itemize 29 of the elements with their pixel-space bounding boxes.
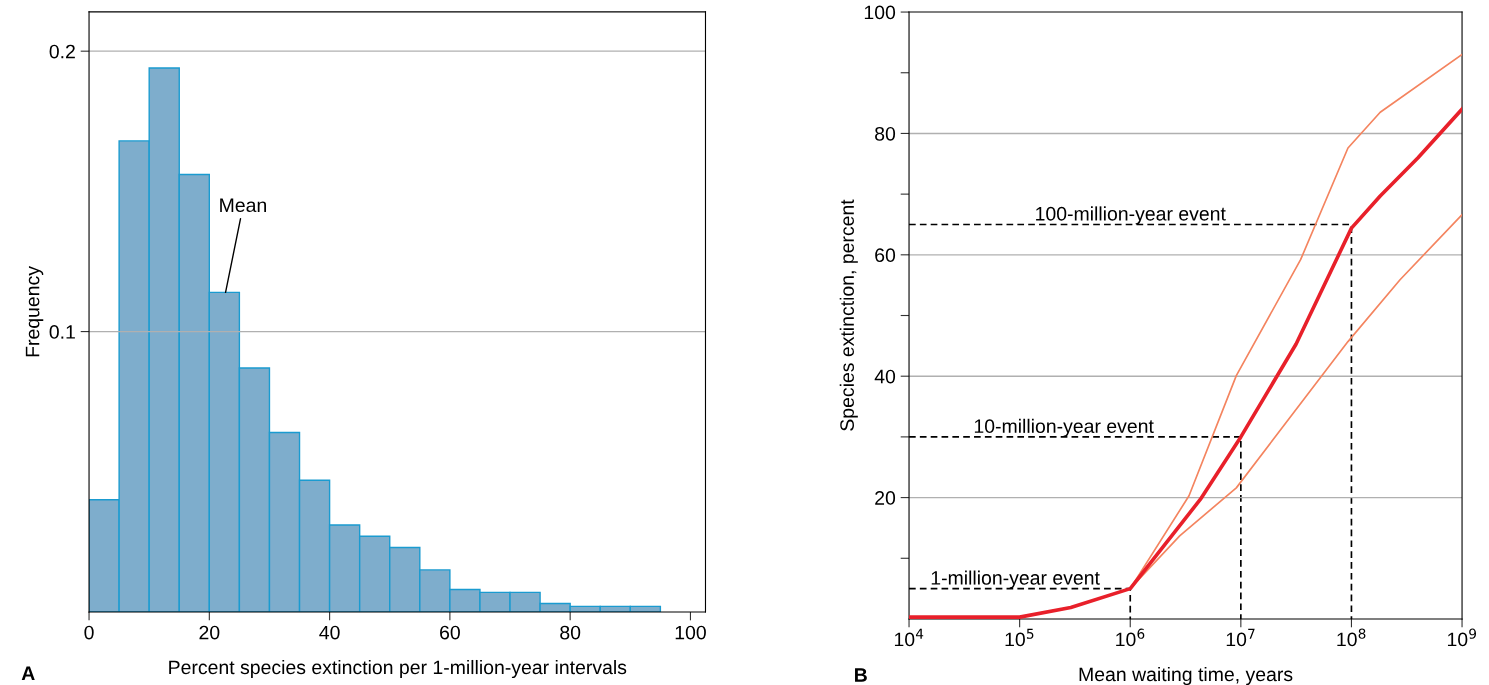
annotation: Mean (220, 198, 266, 213)
y-tick-label: 20 (875, 491, 896, 505)
y-tick-label: 40 (874, 369, 896, 384)
x-tick-label: 10$^{7}$ (1226, 628, 1255, 647)
x-tick-label: 20 (199, 625, 220, 640)
x-axis-title: Percent species extinction per 1-million-year intervals (169, 659, 627, 679)
y-axis-title: Species extinction, percent (839, 199, 858, 431)
x-axis-title: Mean waiting time, years (1079, 666, 1293, 685)
y-tick-label: 0.2 (49, 44, 75, 59)
x-tick-label: 0 (84, 625, 94, 640)
x-tick-label: 10$^{6}$ (1116, 628, 1145, 647)
y-tick-label: 80 (875, 126, 896, 141)
x-tick-label: 100 (675, 625, 706, 640)
y-axis-title: Frequency (25, 266, 44, 357)
y-tick-label: 60 (875, 248, 896, 263)
y-tick-label: 100 (864, 5, 896, 20)
x-tick-label: 60 (440, 625, 460, 640)
text: A (21, 666, 35, 680)
annotation: 1-million-year event (931, 570, 1100, 589)
x-tick-label: 10$^{5}$ (1005, 628, 1034, 647)
annotation: 10-million-year event (974, 418, 1154, 437)
x-tick-label: 40 (319, 625, 340, 640)
y-tick-label: 0.1 (49, 325, 75, 339)
x-tick-label: 10$^{9}$ (1447, 628, 1477, 647)
annotation: 100-million-year event (1036, 206, 1226, 225)
x-tick-label: 10$^{4}$ (894, 628, 924, 647)
x-tick-label: 10$^{8}$ (1337, 628, 1366, 647)
x-tick-label: 80 (560, 625, 581, 640)
text: B (855, 668, 867, 682)
